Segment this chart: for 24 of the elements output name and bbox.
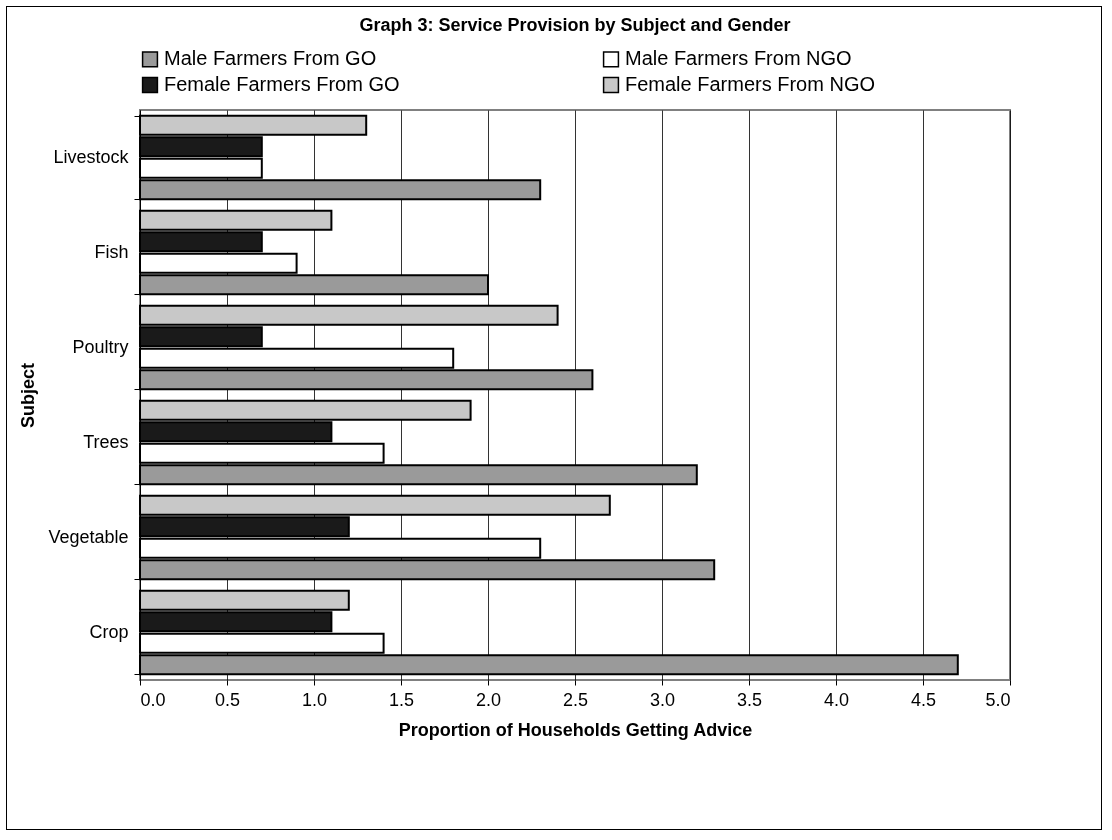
x-tick-label: 2.5: [562, 689, 589, 710]
x-tick-label: 4.0: [823, 689, 850, 710]
legend-label: Male Farmers From NGO: [625, 47, 852, 70]
legend-label: Male Farmers From GO: [164, 47, 377, 70]
legend-label: Female Farmers From GO: [164, 73, 400, 95]
y-tick-label: Crop: [89, 622, 129, 642]
x-tick-label: 4.5: [910, 689, 937, 710]
x-tick-label: 1.0: [301, 689, 328, 710]
x-tick-label: 0.5: [214, 689, 241, 710]
x-tick-label: 3.0: [649, 689, 676, 710]
y-tick-label: Vegetable: [48, 527, 129, 547]
legend-label: Female Farmers From NGO: [625, 73, 876, 95]
x-tick-label: 0.0: [140, 689, 166, 710]
x-tick-label: 1.5: [388, 689, 415, 710]
y-tick-label: Livestock: [53, 147, 130, 167]
x-tick-label: 3.5: [736, 689, 763, 710]
y-tick-label: Trees: [83, 432, 129, 452]
x-tick-label: 5.0: [985, 689, 1011, 710]
chart-title: Graph 3: Service Provision by Subject and Gender: [359, 15, 791, 35]
x-tick-label: 2.0: [475, 689, 502, 710]
y-tick-label: Poultry: [72, 337, 129, 357]
y-axis-title: Subject: [18, 362, 39, 429]
x-axis-title: Proportion of Households Getting Advice: [398, 719, 753, 740]
y-tick-label: Fish: [94, 242, 129, 262]
